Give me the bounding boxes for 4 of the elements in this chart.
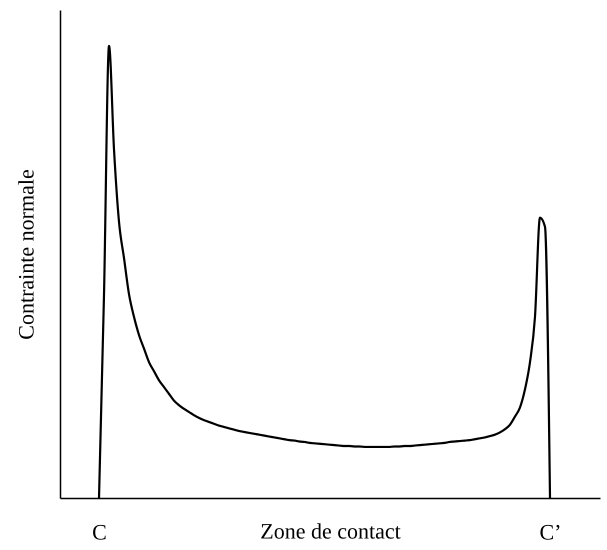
y-axis-title: Contrainte normale <box>14 169 38 340</box>
x-axis-title: Zone de contact <box>260 518 401 544</box>
x-tick-label: C’ <box>540 520 562 544</box>
x-tick-label: C <box>92 520 107 544</box>
